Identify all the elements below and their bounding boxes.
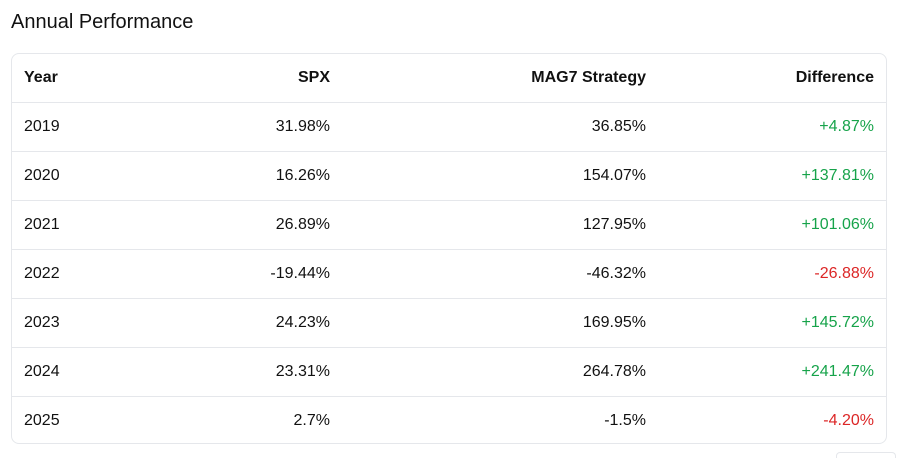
cell-year: 2024 (12, 347, 152, 397)
table-header-row: Year SPX MAG7 Strategy Difference (12, 54, 886, 103)
partial-next-element (836, 452, 896, 458)
cell-strategy: -1.5% (604, 411, 646, 429)
cell-strategy: 169.95% (342, 298, 658, 348)
cell-spx: 2.7% (293, 411, 330, 429)
cell-difference: +137.81% (658, 151, 886, 201)
header-difference: Difference (658, 54, 886, 103)
cell-spx: 26.89% (152, 200, 342, 250)
header-spx: SPX (152, 54, 342, 103)
cell-spx: 31.98% (152, 102, 342, 152)
cell-strategy: 127.95% (342, 200, 658, 250)
annual-performance-table-card: Year SPX MAG7 Strategy Difference 2019 3… (11, 53, 887, 444)
cell-difference: +4.87% (658, 102, 886, 152)
table-row: 2025 2.7% -1.5% -4.20% (12, 396, 886, 443)
cell-strategy: -46.32% (342, 249, 658, 299)
table-body: 2019 31.98% 36.85% +4.87% 2020 16.26% 15… (12, 102, 886, 443)
cell-difference: +101.06% (658, 200, 886, 250)
cell-strategy: 36.85% (342, 102, 658, 152)
table-row: 2021 26.89% 127.95% +101.06% (12, 200, 886, 250)
cell-spx: -19.44% (152, 249, 342, 299)
cell-difference: -4.20% (823, 411, 874, 429)
cell-year: 2022 (12, 249, 152, 299)
table-row: 2023 24.23% 169.95% +145.72% (12, 298, 886, 348)
cell-year: 2019 (12, 102, 152, 152)
cell-year: 2023 (12, 298, 152, 348)
cell-year: 2025 (24, 411, 60, 429)
table-row: 2024 23.31% 264.78% +241.47% (12, 347, 886, 397)
header-mag7-strategy: MAG7 Strategy (342, 54, 658, 103)
cell-strategy: 264.78% (342, 347, 658, 397)
cell-spx: 23.31% (152, 347, 342, 397)
table-row: 2019 31.98% 36.85% +4.87% (12, 102, 886, 152)
cell-difference: +241.47% (658, 347, 886, 397)
header-year: Year (12, 54, 152, 103)
section-title: Annual Performance (11, 11, 194, 33)
cell-year: 2020 (12, 151, 152, 201)
table-row: 2022 -19.44% -46.32% -26.88% (12, 249, 886, 299)
cell-difference: -26.88% (658, 249, 886, 299)
table-row: 2020 16.26% 154.07% +137.81% (12, 151, 886, 201)
cell-strategy: 154.07% (342, 151, 658, 201)
cell-year: 2021 (12, 200, 152, 250)
cell-difference: +145.72% (658, 298, 886, 348)
annual-performance-table: Year SPX MAG7 Strategy Difference 2019 3… (12, 54, 886, 443)
cell-spx: 24.23% (152, 298, 342, 348)
cell-spx: 16.26% (152, 151, 342, 201)
